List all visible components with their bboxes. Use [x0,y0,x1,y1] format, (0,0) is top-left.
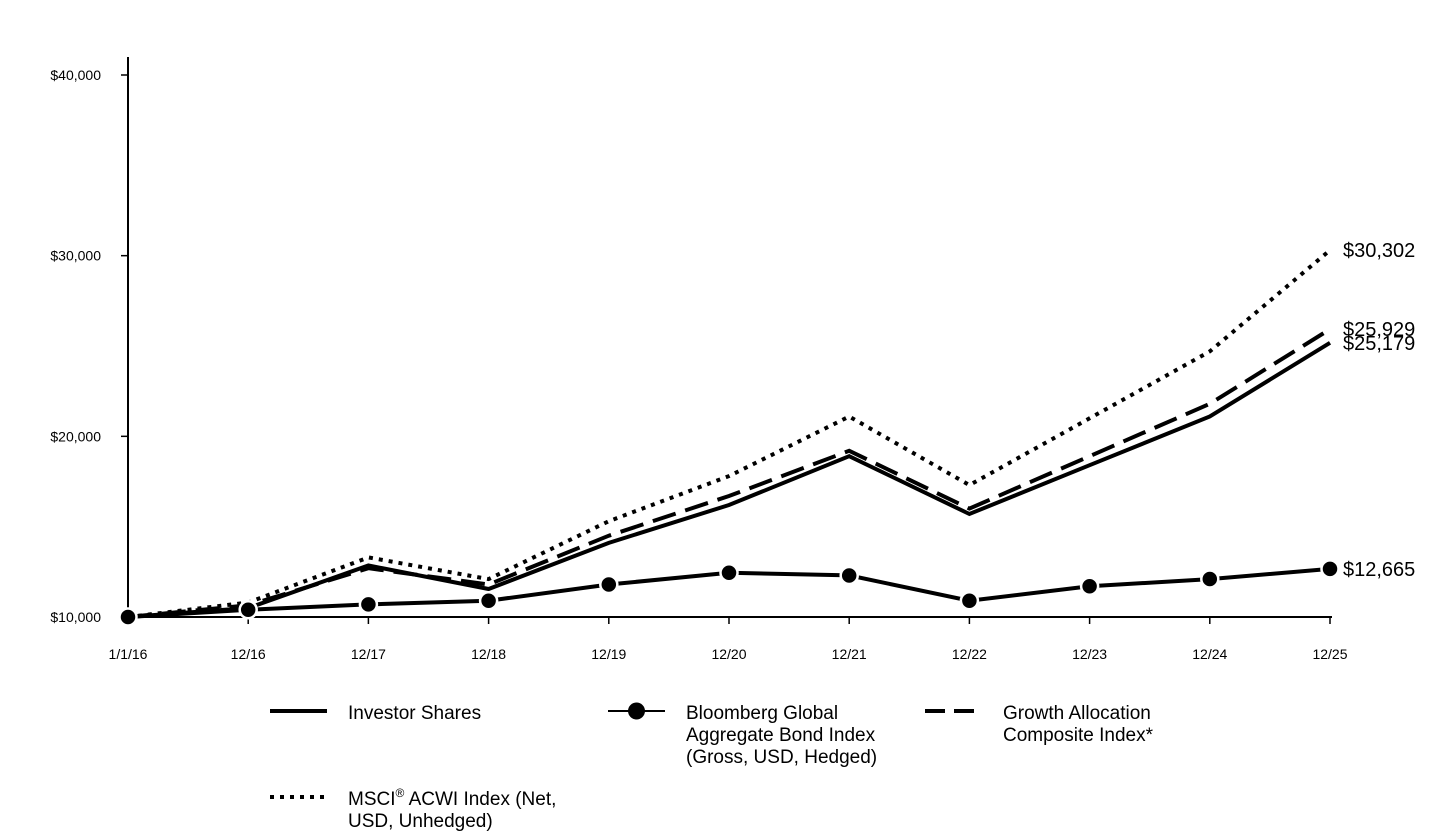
end-label-3: $30,302 [1343,240,1415,262]
data-point [599,574,619,595]
data-point [1079,576,1100,597]
data-point [719,562,739,583]
legend-item: Investor Shares [270,703,481,724]
x-axis-ticks: 1/1/16 12/16 12/17 12/18 12/19 12/20 12/21 12/2… [109,617,1348,662]
x-tick-label: 12/18 [471,646,506,662]
x-tick-label: 12/23 [1072,646,1107,662]
legend-label: Aggregate Bond Index [686,725,876,746]
end-labels: $25,179 $12,665 $25,929 $30,302 [1343,240,1415,581]
legend-marker [628,702,645,720]
data-point [478,590,499,611]
x-tick-label: 12/21 [832,646,867,662]
x-tick-label: 12/22 [952,646,987,662]
x-tick-label: 12/19 [591,646,626,662]
data-point [118,607,138,627]
data-point [1320,559,1340,579]
series-line-0 [127,341,1332,619]
data-point [1200,569,1220,589]
series-line-3 [127,248,1332,619]
data-point [358,594,379,615]
end-label-1: $12,665 [1343,559,1415,581]
legend-label: Composite Index* [1003,725,1154,746]
x-tick-label: 12/17 [351,646,386,662]
y-tick-label: $40,000 [50,67,101,83]
x-tick-label: 12/24 [1192,646,1227,662]
x-tick-label: 12/16 [231,646,266,662]
data-point [238,600,258,620]
legend-label: (Gross, USD, Hedged) [686,747,877,768]
x-tick-label: 12/25 [1312,646,1347,662]
data-point [959,590,980,611]
y-tick-label: $30,000 [50,248,101,264]
legend: Investor Shares Bloomberg GlobalAggregate… [270,702,1154,832]
legend-item: MSCI® ACWI Index (Net,USD, Unhedged) [270,786,556,832]
legend-label: Investor Shares [348,703,481,724]
legend-label: USD, Unhedged) [348,811,493,832]
end-label-0: $25,179 [1343,333,1415,355]
y-tick-label: $10,000 [50,609,101,625]
legend-label: Bloomberg Global [686,703,838,724]
y-tick-label: $20,000 [50,428,101,444]
axes [127,57,1332,618]
y-axis-ticks: $10,000 $20,000 $30,000 $40,000 [50,67,128,625]
data-point [839,565,859,586]
legend-label: MSCI® ACWI Index (Net, [348,786,556,810]
end-label-2: $25,929 [1343,319,1415,341]
x-tick-label: 1/1/16 [109,646,148,662]
series-group [118,248,1340,627]
legend-label: Growth Allocation [1003,703,1151,724]
x-tick-label: 12/20 [711,646,746,662]
